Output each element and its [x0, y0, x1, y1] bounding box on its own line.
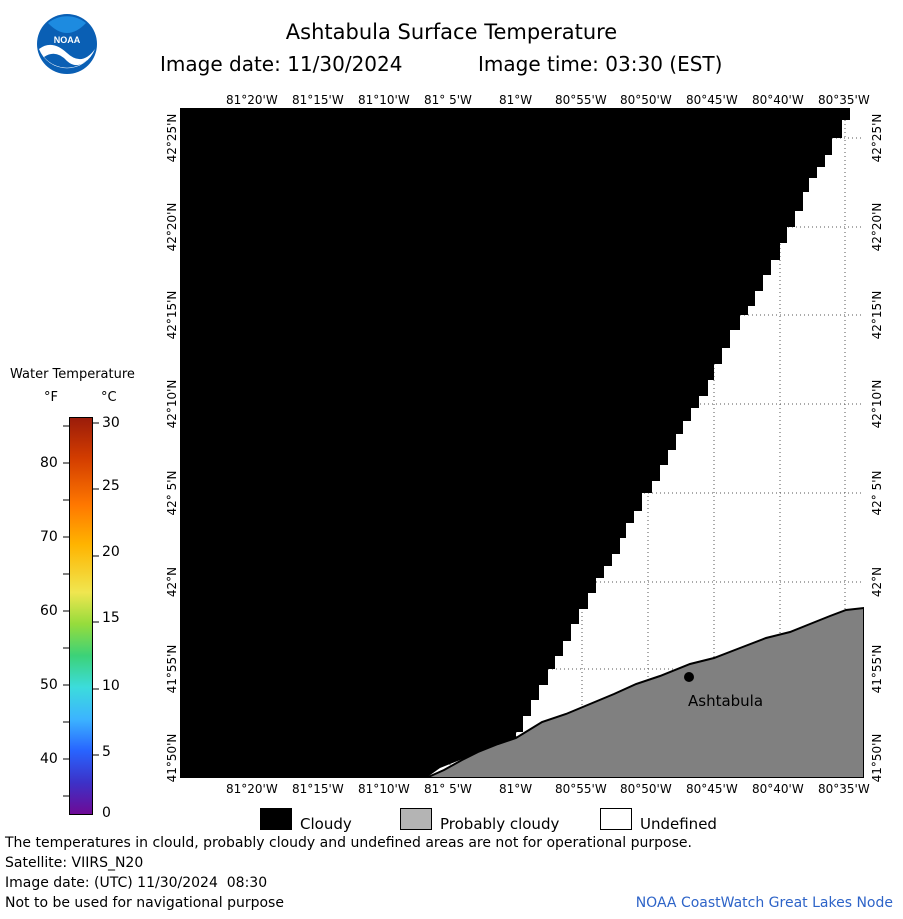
c-tick-label: 15 — [102, 610, 120, 626]
lon-label-bottom: 81°20'W — [226, 782, 278, 796]
cloudy-area — [180, 108, 850, 778]
lat-label-right: 42° 5'N — [870, 470, 884, 516]
lat-label-right: 42°10'N — [870, 379, 884, 429]
ashtabula-label: Ashtabula — [688, 692, 764, 710]
colorbar-title: Water Temperature — [10, 367, 135, 382]
lat-label-left: 42° 5'N — [165, 470, 179, 516]
c-tick-label: 5 — [102, 744, 111, 760]
lon-label-bottom: 81° 5'W — [424, 782, 472, 796]
footer-satellite: Satellite: VIIRS_N20 — [5, 855, 144, 871]
image-time-label: Image time: 03:30 (EST) — [478, 52, 723, 76]
c-tick-label: 0 — [102, 805, 111, 821]
footer-note: The temperatures in clould, probably clo… — [5, 835, 692, 851]
lat-label-right: 42°N — [870, 566, 884, 598]
colorbar — [69, 417, 93, 815]
legend-label-undefined: Undefined — [640, 815, 717, 833]
land-area — [425, 606, 864, 778]
lat-label-right: 41°50'N — [870, 733, 884, 783]
legend-swatch-cloudy — [260, 808, 292, 830]
lat-label-right: 42°15'N — [870, 290, 884, 340]
c-tick-label: 20 — [102, 544, 120, 560]
lon-label-bottom: 80°35'W — [818, 782, 870, 796]
lon-label-top: 81°20'W — [226, 93, 278, 107]
ashtabula-marker — [684, 672, 694, 682]
noaa-logo: NOAA — [36, 13, 98, 75]
lon-label-bottom: 81°10'W — [358, 782, 410, 796]
lat-label-left: 41°55'N — [165, 644, 179, 694]
lon-label-top: 80°55'W — [555, 93, 607, 107]
lon-label-bottom: 81°W — [499, 782, 533, 796]
colorbar-unit-c: °C — [101, 390, 117, 405]
lat-label-left: 42°25'N — [165, 113, 179, 163]
lon-label-top: 81°10'W — [358, 93, 410, 107]
f-tick-label: 50 — [40, 677, 58, 693]
lon-label-top: 80°45'W — [686, 93, 738, 107]
c-tick-label: 10 — [102, 678, 120, 694]
lon-label-bottom: 81°15'W — [292, 782, 344, 796]
lat-label-left: 41°50'N — [165, 733, 179, 783]
legend-label-probably-cloudy: Probably cloudy — [440, 815, 560, 833]
lon-label-bottom: 80°40'W — [752, 782, 804, 796]
page-title: Ashtabula Surface Temperature — [285, 20, 618, 44]
lon-label-bottom: 80°55'W — [555, 782, 607, 796]
c-tick-label: 30 — [102, 415, 120, 431]
lat-label-left: 42°15'N — [165, 290, 179, 340]
lon-label-top: 80°40'W — [752, 93, 804, 107]
noaa-logo-icon: NOAA — [37, 14, 97, 74]
lat-label-right: 41°55'N — [870, 644, 884, 694]
lon-label-top: 81° 5'W — [424, 93, 472, 107]
legend-swatch-probably-cloudy — [400, 808, 432, 830]
footer-nav-warning: Not to be used for navigational purpose — [5, 895, 284, 911]
f-tick-label: 80 — [40, 455, 58, 471]
sst-map — [180, 108, 864, 778]
lat-label-right: 42°25'N — [870, 113, 884, 163]
lon-label-top: 80°35'W — [818, 93, 870, 107]
lat-label-right: 42°20'N — [870, 202, 884, 252]
lat-label-left: 42°10'N — [165, 379, 179, 429]
lon-label-top: 80°50'W — [620, 93, 672, 107]
f-tick-label: 60 — [40, 603, 58, 619]
c-tick-label: 25 — [102, 478, 120, 494]
f-tick-label: 70 — [40, 529, 58, 545]
lon-label-bottom: 80°50'W — [620, 782, 672, 796]
footer-credit: NOAA CoastWatch Great Lakes Node — [635, 895, 893, 911]
lat-label-left: 42°20'N — [165, 202, 179, 252]
colorbar-ticks — [63, 422, 99, 797]
legend-swatch-undefined — [600, 808, 632, 830]
lon-label-top: 81°W — [499, 93, 533, 107]
footer-utc-date: Image date: (UTC) 11/30/2024 08:30 — [5, 875, 268, 891]
legend-label-cloudy: Cloudy — [300, 815, 352, 833]
colorbar-unit-f: °F — [44, 390, 58, 405]
logo-text: NOAA — [54, 35, 81, 45]
lon-label-bottom: 80°45'W — [686, 782, 738, 796]
lat-label-left: 42°N — [165, 566, 179, 598]
image-date-label: Image date: 11/30/2024 — [160, 52, 403, 76]
lon-label-top: 81°15'W — [292, 93, 344, 107]
f-tick-label: 40 — [40, 751, 58, 767]
